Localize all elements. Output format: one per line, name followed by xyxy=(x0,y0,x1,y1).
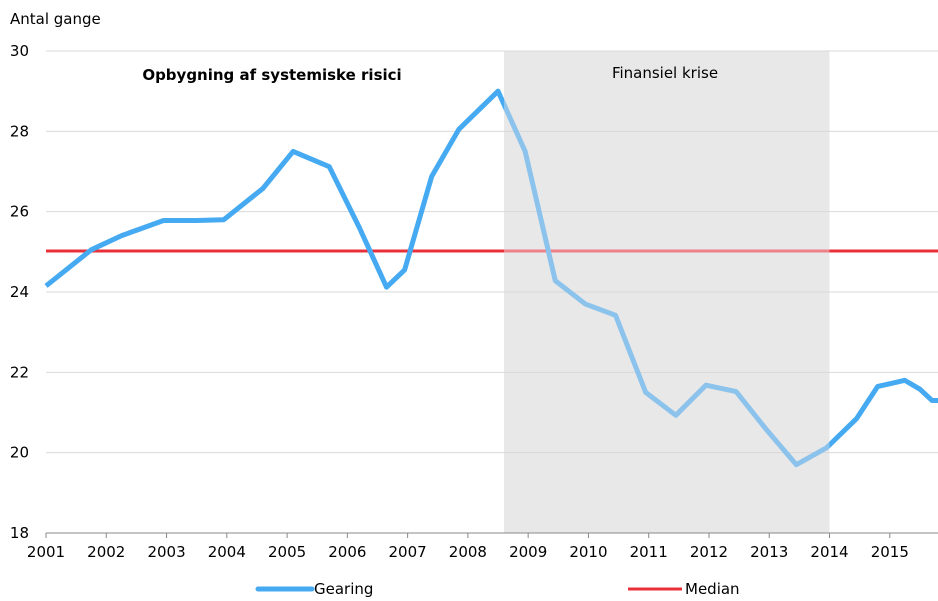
y-tick-label: 20 xyxy=(10,444,29,462)
x-tick-label: 2003 xyxy=(147,543,185,561)
y-tick-label: 22 xyxy=(10,363,29,381)
series-lines xyxy=(44,88,938,468)
annotation-financial-crisis: Finansiel krise xyxy=(612,64,718,82)
y-tick-label: 26 xyxy=(10,203,29,221)
x-tick-label: 2013 xyxy=(750,543,788,561)
x-tick-label: 2007 xyxy=(389,543,427,561)
x-tick-label: 2015 xyxy=(871,543,909,561)
gearing-line-crisis xyxy=(504,98,830,468)
x-tick-label: 2010 xyxy=(569,543,607,561)
x-ticks: 2001 2002 2003 2004 2005 2006 2007 2008 2009 2010… xyxy=(27,533,909,561)
x-tick-label: 2002 xyxy=(87,543,125,561)
x-tick-label: 2004 xyxy=(208,543,246,561)
y-tick-label: 30 xyxy=(10,42,29,60)
x-tick-label: 2011 xyxy=(630,543,668,561)
y-tick-label: 18 xyxy=(10,524,29,542)
y-tick-label: 24 xyxy=(10,283,29,301)
y-axis-label: Antal gange xyxy=(10,10,101,28)
x-tick-label: 2014 xyxy=(810,543,848,561)
legend-gearing-label: Gearing xyxy=(314,580,373,597)
x-tick-label: 2006 xyxy=(328,543,366,561)
legend: Gearing Median xyxy=(255,580,740,598)
y-tick-label: 28 xyxy=(10,122,29,140)
x-tick-label: 2009 xyxy=(509,543,547,561)
gridlines xyxy=(46,50,938,454)
annotation-systemic-risks: Opbygning af systemiske risici xyxy=(142,66,401,84)
x-tick-label: 2012 xyxy=(690,543,728,561)
y-ticks: 18 20 22 24 26 28 30 xyxy=(10,42,29,542)
x-tick-label: 2008 xyxy=(449,543,487,561)
x-tick-label: 2001 xyxy=(27,543,65,561)
legend-median-label: Median xyxy=(685,580,740,597)
x-tick-label: 2005 xyxy=(268,543,306,561)
